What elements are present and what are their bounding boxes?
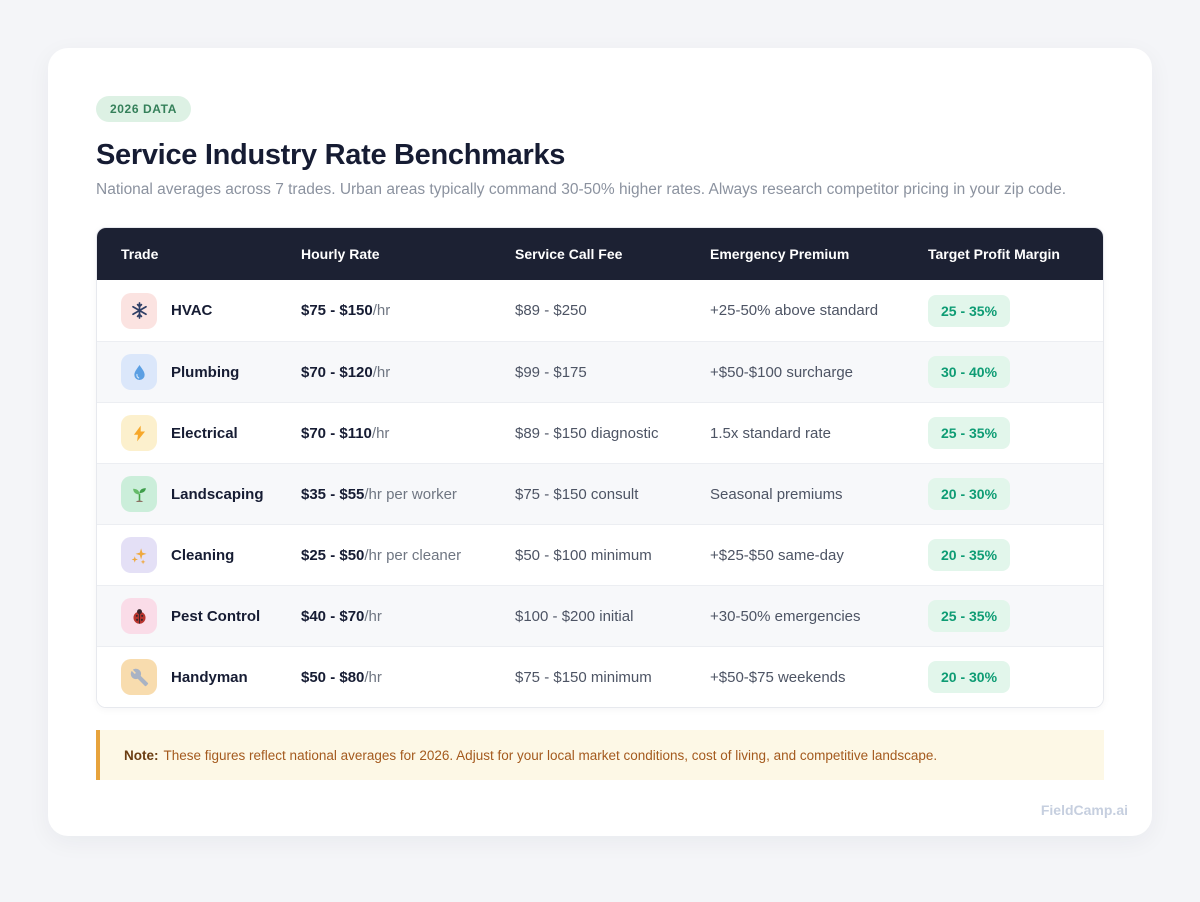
sparkles-icon — [121, 537, 157, 573]
hourly-rate-suffix: /hr — [364, 607, 382, 625]
table-row: Handyman $50 - $80/hr $75 - $150 minimum +$… — [97, 646, 1103, 707]
profit-margin-badge: 30 - 40% — [928, 356, 1011, 388]
profit-margin-badge: 25 - 35% — [928, 417, 1011, 449]
trade-name: Handyman — [171, 668, 248, 686]
benchmarks-table: Trade Hourly Rate Service Call Fee Emergenc… — [96, 227, 1104, 708]
trade-cell: Pest Control — [121, 598, 301, 634]
profit-margin-badge: 20 - 35% — [928, 539, 1011, 571]
profit-margin-cell: 25 - 35% — [928, 600, 1079, 632]
hourly-rate-value: $35 - $55 — [301, 485, 365, 503]
emergency-premium-cell: 1.5x standard rate — [710, 424, 831, 442]
service-call-fee-cell: $99 - $175 — [515, 363, 587, 381]
trade-name: Landscaping — [171, 485, 264, 503]
trade-cell: HVAC — [121, 292, 301, 329]
hourly-rate-suffix: /hr — [371, 424, 390, 442]
profit-margin-cell: 20 - 30% — [928, 661, 1079, 693]
hourly-rate-cell: $40 - $70/hr — [301, 608, 515, 625]
profit-margin-badge: 20 - 30% — [928, 661, 1011, 693]
emergency-premium-cell: +$50-$75 weekends — [710, 668, 846, 686]
profit-margin-cell: 20 - 35% — [928, 539, 1079, 571]
service-call-fee-cell: $100 - $200 initial — [515, 607, 634, 625]
note-callout: Note: These figures reflect national ave… — [96, 730, 1104, 780]
fieldcamp-watermark: FieldCamp.ai — [1040, 802, 1128, 818]
hourly-rate-cell: $70 - $120/hr — [301, 364, 515, 381]
table-header-row: Trade Hourly Rate Service Call Fee Emergenc… — [97, 228, 1103, 280]
hourly-rate-suffix: /hr per worker — [364, 485, 457, 503]
table-body: HVAC $75 - $150/hr $89 - $250 +25-50% above… — [97, 280, 1103, 707]
hourly-rate-cell: $75 - $150/hr — [301, 302, 515, 319]
profit-margin-badge: 25 - 35% — [928, 600, 1011, 632]
page-title: Service Industry Rate Benchmarks — [96, 139, 566, 171]
trade-name: Pest Control — [171, 607, 261, 625]
note-label: Note: — [124, 747, 159, 763]
emergency-premium-cell: +$25-$50 same-day — [710, 546, 844, 564]
column-header-hourly-rate: Hourly Rate — [301, 246, 380, 262]
service-call-fee-cell: $75 - $150 minimum — [515, 668, 652, 686]
content-card: 2026 DATA Service Industry Rate Benchmar… — [48, 48, 1152, 836]
profit-margin-cell: 30 - 40% — [928, 356, 1079, 388]
emergency-premium-cell: Seasonal premiums — [710, 485, 843, 503]
hourly-rate-cell: $35 - $55/hr per worker — [301, 486, 515, 503]
service-call-fee-cell: $89 - $150 diagnostic — [515, 424, 659, 442]
emergency-premium-cell: +$50-$100 surcharge — [710, 363, 854, 381]
note-text: These figures reflect national averages … — [163, 747, 938, 763]
profit-margin-cell: 25 - 35% — [928, 294, 1079, 327]
trade-cell: Landscaping — [121, 476, 301, 512]
page-subtitle: National averages across 7 trades. Urban… — [96, 181, 1067, 198]
table-row: Pest Control $40 - $70/hr $100 - $200 init… — [97, 585, 1103, 646]
column-header-trade: Trade — [121, 246, 159, 262]
emergency-premium-cell: +25-50% above standard — [710, 302, 879, 319]
table-row: Cleaning $25 - $50/hr per cleaner $50 - $1… — [97, 524, 1103, 585]
snowflake-icon — [121, 292, 157, 329]
wrench-icon — [121, 659, 157, 695]
ladybug-icon — [121, 598, 157, 634]
hourly-rate-suffix: /hr — [372, 302, 391, 319]
hourly-rate-value: $70 - $120 — [301, 363, 373, 381]
hourly-rate-value: $50 - $80 — [301, 668, 365, 686]
table-row: Electrical $70 - $110/hr $89 - $150 diagno… — [97, 402, 1103, 463]
trade-name: Electrical — [171, 424, 238, 442]
hourly-rate-cell: $70 - $110/hr — [301, 425, 515, 442]
hourly-rate-suffix: /hr per cleaner — [364, 546, 462, 564]
service-call-fee-cell: $75 - $150 consult — [515, 485, 639, 503]
profit-margin-badge: 25 - 35% — [928, 294, 1011, 327]
droplet-icon — [121, 354, 157, 390]
hourly-rate-cell: $25 - $50/hr per cleaner — [301, 547, 515, 564]
hourly-rate-suffix: /hr — [372, 363, 391, 381]
lightning-icon — [121, 415, 157, 451]
profit-margin-cell: 25 - 35% — [928, 417, 1079, 449]
profit-margin-badge: 20 - 30% — [928, 478, 1011, 510]
hourly-rate-value: $40 - $70 — [301, 607, 365, 625]
service-call-fee-cell: $89 - $250 — [515, 302, 587, 319]
seedling-icon — [121, 476, 157, 512]
service-call-fee-cell: $50 - $100 minimum — [515, 546, 652, 564]
emergency-premium-cell: +30-50% emergencies — [710, 607, 861, 625]
table-row: Landscaping $35 - $55/hr per worker $75 - … — [97, 463, 1103, 524]
year-badge: 2026 DATA — [96, 96, 191, 122]
trade-cell: Plumbing — [121, 354, 301, 390]
column-header-service-call-fee: Service Call Fee — [515, 246, 623, 262]
trade-cell: Electrical — [121, 415, 301, 451]
profit-margin-cell: 20 - 30% — [928, 478, 1079, 510]
hourly-rate-suffix: /hr — [364, 668, 382, 686]
hourly-rate-value: $25 - $50 — [301, 546, 365, 564]
trade-name: Plumbing — [171, 363, 240, 381]
trade-cell: Cleaning — [121, 537, 301, 573]
table-row: HVAC $75 - $150/hr $89 - $250 +25-50% above… — [97, 280, 1103, 341]
hourly-rate-value: $70 - $110 — [301, 424, 372, 442]
trade-name: HVAC — [171, 302, 213, 319]
hourly-rate-cell: $50 - $80/hr — [301, 669, 515, 686]
trade-name: Cleaning — [171, 546, 235, 564]
column-header-target-profit-margin: Target Profit Margin — [928, 246, 1060, 262]
table-row: Plumbing $70 - $120/hr $99 - $175 +$50-$100… — [97, 341, 1103, 402]
trade-cell: Handyman — [121, 659, 301, 695]
column-header-emergency-premium: Emergency Premium — [710, 246, 850, 262]
hourly-rate-value: $75 - $150 — [301, 302, 373, 319]
